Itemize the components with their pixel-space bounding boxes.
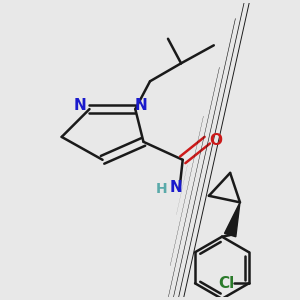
Text: N: N (170, 180, 182, 195)
Text: N: N (74, 98, 87, 113)
Text: O: O (209, 133, 222, 148)
Text: N: N (135, 98, 148, 113)
Text: H: H (156, 182, 167, 196)
Polygon shape (224, 202, 240, 237)
Text: Cl: Cl (218, 276, 234, 291)
